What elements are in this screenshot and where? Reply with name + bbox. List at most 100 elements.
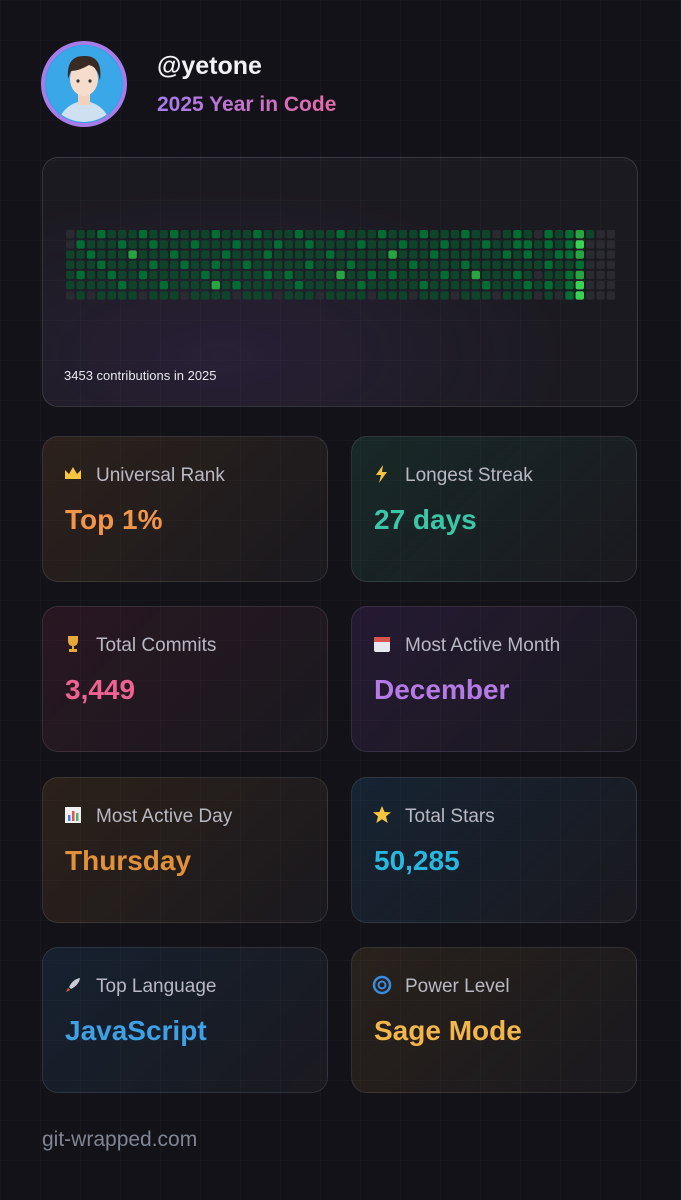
contribution-cell	[596, 260, 605, 269]
contribution-cell	[336, 291, 345, 300]
contribution-cell	[232, 240, 241, 249]
contribution-cell	[482, 240, 491, 249]
contribution-cell	[388, 270, 397, 280]
contribution-cell	[107, 260, 116, 269]
contribution-cell	[471, 250, 480, 259]
contribution-cell	[180, 230, 189, 239]
contribution-cell	[159, 281, 168, 290]
contribution-cell	[513, 230, 522, 239]
contribution-cell	[128, 250, 137, 259]
contribution-cell	[211, 270, 220, 280]
contribution-cell	[263, 291, 272, 300]
contribution-cell	[471, 281, 480, 290]
contribution-cell	[554, 270, 564, 280]
contribution-cell	[461, 240, 470, 249]
contribution-cell	[492, 291, 501, 300]
contribution-cell	[565, 281, 574, 290]
contribution-cell	[575, 240, 584, 249]
contribution-cell	[357, 240, 366, 249]
stat-card: Top Language JavaScript	[42, 947, 328, 1093]
contribution-cell	[523, 240, 532, 249]
stat-value: Sage Mode	[374, 1015, 522, 1046]
contribution-cell	[149, 291, 158, 300]
contribution-cell	[211, 291, 220, 300]
contribution-cell	[128, 230, 137, 239]
contribution-cell	[66, 230, 75, 239]
contribution-cell	[440, 240, 449, 249]
contribution-cell	[315, 240, 324, 249]
contribution-cell	[409, 260, 418, 269]
contribution-cell	[170, 281, 179, 290]
contribution-cell	[97, 250, 106, 259]
contribution-cell	[378, 240, 387, 249]
contribution-cell	[222, 270, 231, 280]
contribution-cell	[502, 240, 512, 249]
contribution-cell	[346, 270, 356, 280]
contribution-cell	[284, 260, 293, 269]
contribution-cell	[107, 291, 116, 300]
contribution-cell	[305, 240, 314, 249]
contribution-cell	[97, 291, 106, 300]
contribution-cell	[398, 260, 408, 269]
contribution-cell	[513, 270, 522, 280]
contribution-cell	[430, 230, 439, 239]
contribution-cell	[326, 270, 335, 280]
stat-card: Total Stars 50,285	[351, 777, 637, 923]
contribution-cell	[606, 230, 616, 239]
contribution-cell	[118, 291, 127, 300]
contribution-cell	[222, 250, 231, 259]
contribution-cell	[326, 291, 335, 300]
contribution-cell	[523, 281, 532, 290]
contribution-cell	[502, 230, 512, 239]
contribution-cell	[232, 281, 241, 290]
contribution-cell	[222, 260, 231, 269]
stat-icon	[65, 807, 81, 823]
contribution-cell	[575, 230, 584, 239]
contribution-cell	[263, 281, 272, 290]
contribution-cell	[170, 230, 179, 239]
contribution-cell	[502, 270, 512, 280]
contribution-cell	[284, 240, 293, 249]
contribution-cell	[357, 260, 366, 269]
contribution-cell	[284, 281, 293, 290]
contribution-cell	[440, 260, 449, 269]
contribution-cell	[253, 291, 262, 300]
contribution-cell	[440, 281, 449, 290]
contribution-cell	[76, 270, 85, 280]
contribution-cell	[284, 250, 293, 259]
contribution-cell	[450, 291, 460, 300]
contribution-cell	[180, 250, 189, 259]
contribution-cell	[419, 291, 428, 300]
contribution-cell	[86, 270, 96, 280]
contribution-cell	[170, 260, 179, 269]
contribution-cell	[305, 291, 314, 300]
contribution-cell	[534, 260, 543, 269]
contribution-cell	[502, 281, 512, 290]
contribution-cell	[211, 260, 220, 269]
contribution-cell	[586, 260, 595, 269]
contribution-cell	[86, 250, 96, 259]
contribution-cell	[388, 230, 397, 239]
contribution-cell	[222, 281, 231, 290]
contribution-cell	[492, 260, 501, 269]
contribution-cell	[170, 291, 179, 300]
contribution-cell	[232, 270, 241, 280]
contribution-cell	[575, 250, 584, 259]
contribution-cell	[180, 281, 189, 290]
contribution-cell	[180, 270, 189, 280]
contribution-cell	[430, 270, 439, 280]
contribution-cell	[388, 291, 397, 300]
contribution-cell	[118, 230, 127, 239]
contribution-cell	[502, 250, 512, 259]
contribution-cell	[398, 270, 408, 280]
contribution-cell	[170, 240, 179, 249]
contribution-cell	[575, 260, 584, 269]
contribution-cell	[378, 250, 387, 259]
stat-value: December	[374, 674, 510, 705]
contribution-cell	[492, 281, 501, 290]
contribution-cell	[97, 281, 106, 290]
contribution-cell	[565, 291, 574, 300]
contribution-cell	[170, 250, 179, 259]
contribution-cell	[430, 281, 439, 290]
